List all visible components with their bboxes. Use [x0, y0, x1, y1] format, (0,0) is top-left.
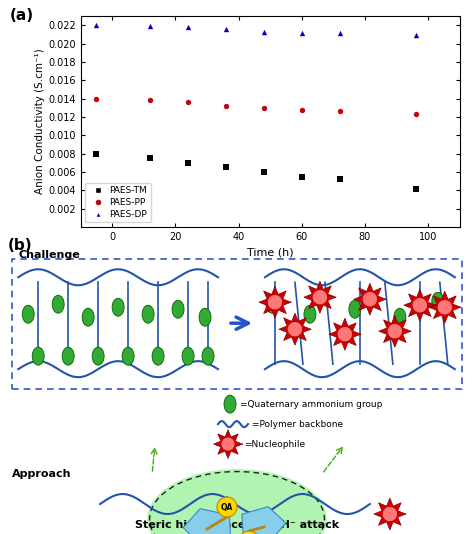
- Polygon shape: [242, 507, 286, 534]
- Legend: PAES-TM, PAES-PP, PAES-DP: PAES-TM, PAES-PP, PAES-DP: [85, 183, 151, 223]
- Polygon shape: [313, 290, 327, 304]
- Point: [412, 185, 419, 194]
- Point: [92, 21, 100, 29]
- Point: [222, 101, 230, 110]
- Polygon shape: [304, 281, 336, 313]
- Point: [184, 23, 192, 32]
- Point: [412, 31, 419, 40]
- Point: [92, 95, 100, 103]
- Polygon shape: [338, 328, 351, 341]
- Point: [412, 110, 419, 119]
- Ellipse shape: [52, 295, 64, 313]
- Point: [92, 150, 100, 158]
- Ellipse shape: [152, 347, 164, 365]
- X-axis label: Time (h): Time (h): [247, 247, 293, 257]
- Ellipse shape: [202, 347, 214, 365]
- Ellipse shape: [32, 347, 44, 365]
- Point: [146, 154, 154, 162]
- Polygon shape: [329, 318, 361, 350]
- Ellipse shape: [82, 308, 94, 326]
- Text: QA: QA: [221, 502, 233, 512]
- Point: [298, 105, 306, 114]
- Point: [298, 172, 306, 181]
- Ellipse shape: [172, 300, 184, 318]
- Ellipse shape: [199, 308, 211, 326]
- Ellipse shape: [142, 305, 154, 323]
- Polygon shape: [259, 286, 291, 318]
- Polygon shape: [239, 531, 259, 534]
- Point: [260, 168, 268, 176]
- Point: [222, 163, 230, 171]
- Point: [260, 27, 268, 36]
- Polygon shape: [183, 509, 230, 534]
- Point: [184, 98, 192, 106]
- Text: (b): (b): [8, 238, 33, 253]
- Text: =Nucleophile: =Nucleophile: [244, 439, 305, 449]
- Text: =Quaternary ammonium group: =Quaternary ammonium group: [240, 399, 383, 409]
- Polygon shape: [404, 289, 436, 321]
- Ellipse shape: [432, 292, 444, 310]
- Polygon shape: [374, 498, 406, 530]
- Polygon shape: [217, 497, 237, 517]
- Polygon shape: [214, 430, 242, 459]
- Text: (a): (a): [9, 8, 34, 23]
- Polygon shape: [354, 283, 386, 315]
- Ellipse shape: [22, 305, 34, 323]
- Polygon shape: [429, 291, 461, 323]
- Polygon shape: [268, 296, 282, 309]
- Point: [336, 107, 344, 116]
- Polygon shape: [383, 507, 396, 521]
- Ellipse shape: [266, 295, 278, 313]
- Polygon shape: [279, 313, 311, 345]
- Ellipse shape: [122, 347, 134, 365]
- Polygon shape: [379, 315, 411, 347]
- Ellipse shape: [62, 347, 74, 365]
- Point: [184, 159, 192, 167]
- Point: [222, 25, 230, 33]
- Ellipse shape: [182, 347, 194, 365]
- Polygon shape: [438, 301, 451, 313]
- Point: [298, 28, 306, 37]
- Text: Challenge: Challenge: [18, 250, 80, 260]
- Polygon shape: [289, 323, 301, 336]
- Point: [260, 104, 268, 112]
- Ellipse shape: [147, 469, 327, 534]
- FancyBboxPatch shape: [12, 260, 462, 389]
- Ellipse shape: [304, 305, 316, 323]
- Ellipse shape: [224, 395, 236, 413]
- Text: Approach: Approach: [12, 469, 72, 479]
- Ellipse shape: [394, 308, 406, 326]
- Point: [146, 22, 154, 30]
- Polygon shape: [222, 438, 234, 450]
- Text: Steric hinderance for OH⁻ attack: Steric hinderance for OH⁻ attack: [135, 520, 339, 530]
- Text: =Polymer backbone: =Polymer backbone: [252, 420, 343, 429]
- Polygon shape: [364, 293, 376, 305]
- Ellipse shape: [92, 347, 104, 365]
- Point: [336, 29, 344, 38]
- Polygon shape: [413, 299, 426, 312]
- Ellipse shape: [112, 298, 124, 316]
- Polygon shape: [388, 325, 401, 337]
- Y-axis label: Anion Conductivity (S.cm⁻¹): Anion Conductivity (S.cm⁻¹): [35, 49, 45, 194]
- Point: [336, 175, 344, 184]
- Point: [146, 96, 154, 105]
- Ellipse shape: [349, 300, 361, 318]
